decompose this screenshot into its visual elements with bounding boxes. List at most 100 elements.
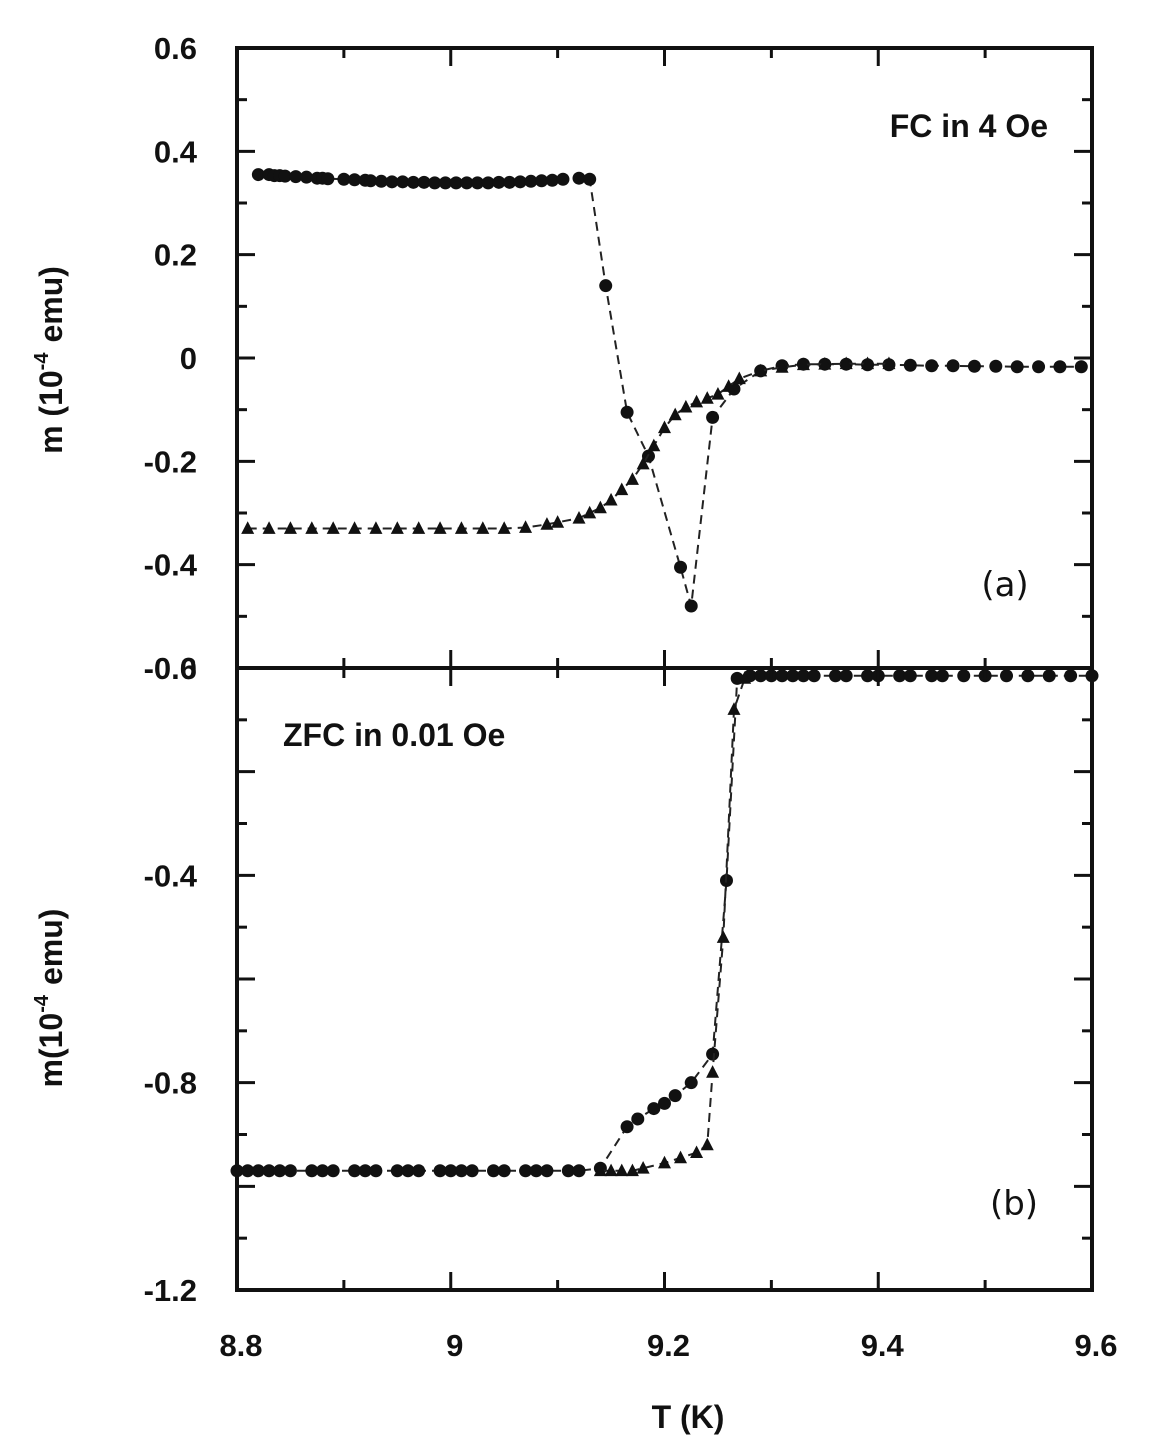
panel-b-series-1-point (957, 669, 971, 683)
panel-a-series-2-point (348, 521, 362, 534)
panel-b-series-1-point (465, 1164, 479, 1178)
panel-a-series-1-point (396, 175, 410, 189)
panel-b-series-2-point (636, 1160, 650, 1174)
panel-a-series-1-point (513, 175, 527, 189)
panel-b-ytick-label: -1.2 (144, 1273, 197, 1308)
panel-b-series-1-point (358, 1164, 372, 1178)
panel-a-series-1-point (925, 359, 939, 373)
panel-b-series-1-point (390, 1164, 404, 1178)
panel-b-series-2-point (674, 1150, 688, 1164)
panel-b-ytick-label: -0.4 (144, 858, 198, 893)
x-tick-label: 9.4 (861, 1328, 905, 1363)
panel-a-series-2-point (647, 438, 661, 452)
panel-b-series-1-point (647, 1102, 661, 1116)
panel-a-series-2-point (711, 386, 725, 400)
panel-b-series-1-point (903, 669, 917, 683)
panel-a-series-1-point (684, 599, 698, 613)
panel-b-series-1-point (1000, 669, 1013, 683)
panel-b-series-1-point (326, 1164, 340, 1178)
panel-b-series-1-point (839, 669, 853, 683)
panel-b-ylabel: m(10-4 emu) (31, 909, 69, 1088)
panel-a-series-2-line (247, 362, 889, 530)
panel-a-ylabel-text: m (10 (33, 370, 69, 454)
panel-b-series-1-point (241, 1164, 255, 1178)
panel-a-series-layer (241, 168, 1088, 613)
panel-a-series-2-point (604, 492, 618, 506)
panel-b-series-1-point (775, 669, 789, 683)
panel-b-series-1-point (807, 669, 821, 683)
panel-a-series-1-point (946, 359, 960, 373)
panel-a-series-2-point (636, 456, 650, 470)
panel-b-tag: (b) (990, 1184, 1038, 1224)
panel-a-series-1-point (1010, 360, 1024, 374)
panel-a-ytick-label: 0.4 (154, 134, 198, 169)
panel-a-series-1-point (428, 176, 442, 190)
panel-a-series-2-point (679, 399, 693, 413)
panel-a-series-2-point (818, 357, 832, 370)
panel-b-series-1-point (668, 1089, 682, 1103)
panel-b-series-1-point (631, 1112, 645, 1126)
panel-b-series-1-point (829, 669, 842, 683)
panel-a-series-2-point (519, 520, 533, 533)
panel-b-series-1-point (925, 669, 939, 683)
panel-b-series-2-point (615, 1163, 629, 1177)
panel-a-series-1-point (481, 176, 495, 190)
panel-b: 0 -0.4 -0.8 -1.2 ZFC in 0.01 Oe (b) m(10-4 e… (31, 651, 1099, 1308)
panel-b-ylabel-sup: -4 (31, 994, 53, 1013)
panel-a-series-1-point (706, 410, 720, 424)
panel-a-series-2-point (796, 357, 810, 371)
panel-a-series-1-point (1032, 360, 1046, 374)
panel-b-series-1-point (316, 1164, 329, 1178)
panel-a-series-1-point (406, 175, 420, 189)
panel-a-series-2-point (390, 521, 404, 534)
panel-a-series-1-point (1074, 360, 1088, 374)
panel-a-ylabel: m (10-4 emu) (31, 266, 69, 454)
panel-a-series-2-point (732, 371, 746, 385)
panel-a-ytick-label: -0.2 (144, 444, 197, 479)
panel-b-series-1-point (540, 1164, 554, 1178)
panel-a-series-1-point (545, 173, 559, 187)
panel-a-series-1-point (572, 171, 586, 185)
panel-a-series-1-point (492, 175, 506, 189)
panel-b-series-1-point (444, 1164, 458, 1178)
panel-a-tag: (a) (981, 565, 1028, 605)
panel-a-series-1-point (364, 174, 378, 188)
panel-b-series-1-point (861, 669, 875, 683)
panel-b-series-1-point (706, 1047, 720, 1061)
panel-a-series-1-point (337, 172, 351, 186)
panel-a-series-2-point (283, 521, 297, 534)
panel-a-series-1-point (278, 169, 292, 183)
panel-a-series-1-point (449, 176, 463, 190)
panel-a-series-1-point (583, 172, 597, 186)
panel-b-series-1-point (433, 1164, 447, 1178)
panel-a-ytick-label: 0.6 (154, 31, 197, 66)
panel-b-series-1-point (519, 1164, 533, 1178)
panel-a-series-1-point (321, 172, 335, 186)
panel-b-series-1-point (1042, 669, 1056, 683)
panel-b-series-1-point (658, 1096, 671, 1110)
panel-a-series-1-point (503, 175, 517, 189)
panel-b-series-1-point (529, 1164, 543, 1178)
panel-a-series-2-point (593, 500, 607, 514)
panel-a-series-2-point (882, 356, 896, 370)
panel-a-series-1-point (674, 560, 688, 574)
panel-a-series-2-point (551, 515, 565, 528)
x-tick-label: 8.8 (219, 1328, 262, 1363)
panel-a-series-2-point (540, 517, 554, 530)
panel-b-series-2-point (727, 702, 741, 715)
panel-a-series-2-point (722, 379, 736, 392)
panel-b-series-1-point (412, 1164, 426, 1178)
panel-a-series-2-point (754, 363, 768, 377)
panel-b-series-1-point (401, 1164, 415, 1178)
panel-a-ticks-layer: 0.6 0.4 0.2 0 -0.2 -0.4 -0.6 (144, 31, 1094, 686)
panel-a-series-2-point (658, 420, 671, 434)
panel-a-series-1-point (385, 175, 399, 189)
panel-a-ytick-label: -0.4 (144, 548, 198, 583)
panel-a-annotation: FC in 4 Oe (890, 108, 1048, 144)
panel-a-series-1-point (470, 176, 484, 190)
panel-a-series-2-point (690, 394, 704, 408)
panel-a-series-2-point (454, 521, 468, 534)
panel-a-series-1-point (556, 172, 570, 186)
panel-b-series-1-point (1064, 669, 1078, 683)
panel-b-series-1-point (305, 1164, 319, 1178)
